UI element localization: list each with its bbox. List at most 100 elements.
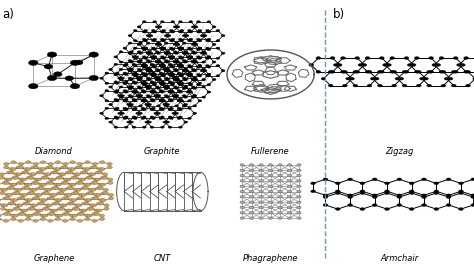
Circle shape bbox=[65, 213, 70, 215]
Circle shape bbox=[328, 70, 333, 73]
Circle shape bbox=[146, 87, 150, 89]
Circle shape bbox=[177, 82, 181, 84]
Circle shape bbox=[147, 121, 151, 123]
Circle shape bbox=[240, 185, 244, 187]
Circle shape bbox=[77, 213, 82, 215]
Circle shape bbox=[176, 61, 180, 63]
Circle shape bbox=[107, 163, 112, 165]
Circle shape bbox=[179, 91, 182, 93]
Circle shape bbox=[182, 77, 186, 79]
Circle shape bbox=[179, 56, 182, 58]
Circle shape bbox=[35, 193, 40, 196]
Circle shape bbox=[68, 171, 73, 174]
Circle shape bbox=[142, 109, 146, 111]
Circle shape bbox=[147, 86, 151, 88]
Circle shape bbox=[93, 193, 99, 196]
Circle shape bbox=[3, 197, 8, 200]
Circle shape bbox=[458, 182, 463, 185]
Circle shape bbox=[402, 70, 407, 73]
Circle shape bbox=[207, 48, 211, 51]
Circle shape bbox=[64, 178, 69, 181]
Circle shape bbox=[188, 30, 191, 32]
Circle shape bbox=[198, 100, 202, 102]
Circle shape bbox=[20, 209, 26, 212]
Circle shape bbox=[142, 21, 146, 23]
Circle shape bbox=[161, 126, 164, 128]
Circle shape bbox=[141, 107, 145, 109]
Circle shape bbox=[24, 168, 29, 171]
Circle shape bbox=[146, 60, 150, 62]
Circle shape bbox=[142, 63, 146, 65]
Circle shape bbox=[330, 57, 335, 59]
Circle shape bbox=[61, 173, 66, 176]
Circle shape bbox=[162, 30, 165, 32]
Circle shape bbox=[57, 199, 62, 202]
Circle shape bbox=[160, 31, 164, 33]
Circle shape bbox=[268, 217, 273, 219]
Circle shape bbox=[193, 70, 197, 72]
Text: Diamond: Diamond bbox=[35, 147, 73, 156]
Circle shape bbox=[18, 163, 24, 165]
Circle shape bbox=[129, 61, 133, 63]
Circle shape bbox=[177, 100, 181, 102]
Circle shape bbox=[70, 168, 75, 171]
Circle shape bbox=[128, 87, 132, 89]
Circle shape bbox=[49, 197, 55, 200]
Circle shape bbox=[84, 202, 89, 205]
Circle shape bbox=[184, 103, 188, 106]
Circle shape bbox=[44, 176, 49, 179]
Circle shape bbox=[287, 185, 292, 187]
Circle shape bbox=[11, 218, 16, 221]
Circle shape bbox=[50, 213, 55, 215]
Circle shape bbox=[105, 72, 109, 74]
Text: Zigzag: Zigzag bbox=[385, 147, 413, 156]
Circle shape bbox=[38, 168, 44, 171]
Circle shape bbox=[441, 70, 446, 73]
Circle shape bbox=[28, 84, 38, 89]
Circle shape bbox=[127, 68, 130, 70]
Circle shape bbox=[49, 178, 54, 181]
Circle shape bbox=[179, 126, 182, 128]
Circle shape bbox=[184, 78, 188, 81]
Circle shape bbox=[175, 95, 179, 97]
Circle shape bbox=[100, 77, 103, 79]
Circle shape bbox=[4, 181, 9, 184]
Circle shape bbox=[96, 193, 101, 196]
Circle shape bbox=[144, 30, 147, 32]
Circle shape bbox=[278, 190, 282, 193]
Circle shape bbox=[397, 178, 402, 181]
Circle shape bbox=[203, 35, 207, 37]
Circle shape bbox=[439, 70, 444, 73]
Circle shape bbox=[297, 196, 301, 198]
Circle shape bbox=[160, 21, 164, 23]
Circle shape bbox=[49, 193, 55, 196]
Circle shape bbox=[70, 161, 75, 164]
Circle shape bbox=[5, 193, 10, 196]
Circle shape bbox=[88, 176, 93, 179]
Circle shape bbox=[175, 60, 179, 62]
Circle shape bbox=[52, 209, 57, 212]
Circle shape bbox=[189, 48, 193, 51]
Circle shape bbox=[138, 87, 142, 89]
Circle shape bbox=[171, 48, 174, 51]
Circle shape bbox=[72, 207, 77, 210]
Circle shape bbox=[119, 86, 123, 88]
Circle shape bbox=[259, 212, 263, 214]
Circle shape bbox=[38, 171, 44, 174]
Circle shape bbox=[203, 52, 207, 54]
Circle shape bbox=[175, 105, 179, 107]
Circle shape bbox=[162, 100, 165, 102]
Circle shape bbox=[18, 166, 24, 169]
Circle shape bbox=[175, 95, 179, 97]
Circle shape bbox=[138, 95, 142, 97]
Circle shape bbox=[397, 204, 402, 206]
Circle shape bbox=[428, 70, 433, 73]
Circle shape bbox=[27, 176, 32, 179]
Circle shape bbox=[448, 77, 453, 80]
Circle shape bbox=[179, 109, 182, 111]
Circle shape bbox=[160, 38, 164, 40]
Circle shape bbox=[168, 126, 172, 128]
Circle shape bbox=[89, 204, 94, 207]
Circle shape bbox=[171, 73, 174, 76]
Circle shape bbox=[336, 190, 340, 193]
